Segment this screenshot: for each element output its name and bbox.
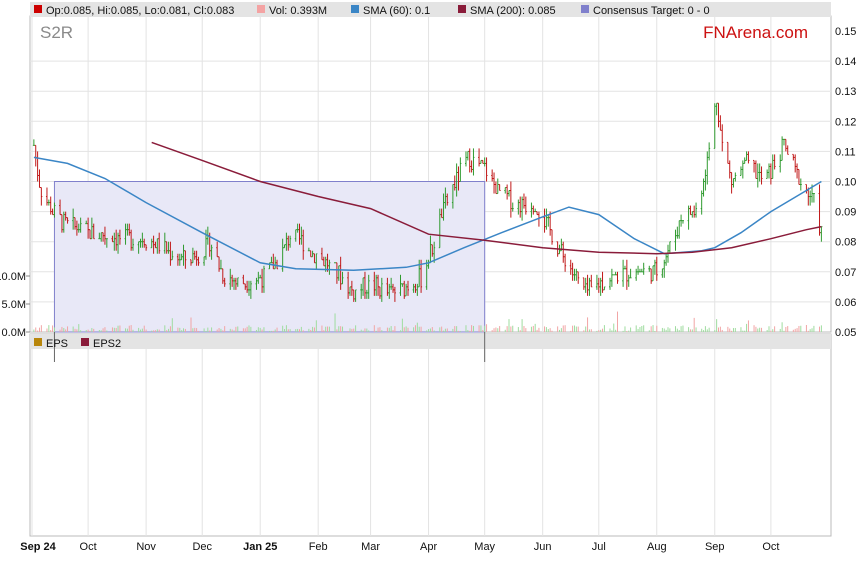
price-tick-label: 0.05 [835, 327, 856, 339]
date-tick-label: Nov [136, 541, 156, 553]
brand-watermark: FNArena.com [703, 23, 808, 42]
legend-volume: Vol: 0.393M [269, 5, 327, 17]
legend-sma60: SMA (60): 0.1 [363, 5, 430, 17]
legend-eps: EPS [46, 338, 68, 350]
date-axis: Sep 24 Oct Nov Dec Jan 25 Feb Mar Apr May Jun Jul A… [20, 541, 779, 553]
legend-swatch-volume [257, 5, 265, 13]
volume-tick-label: 10.0M [0, 271, 26, 283]
legend-swatch-consensus [581, 5, 589, 13]
sma-line [33, 156, 822, 272]
date-tick-label: Dec [192, 541, 212, 553]
legend-ohlc: Op:0.085, Hi:0.085, Lo:0.081, Cl:0.083 [46, 5, 234, 17]
price-tick-label: 0.10 [835, 177, 856, 189]
sma-line [151, 141, 822, 255]
legend-consensus: Consensus Target: 0 - 0 [593, 5, 710, 17]
price-tick-label: 0.06 [835, 297, 856, 309]
price-axis: 0.15 0.14 0.13 0.12 0.11 0.10 0.09 0.08 0.07 0.06… [835, 26, 856, 339]
date-tick-label: Aug [647, 541, 667, 553]
legend-swatch-ohlc [34, 5, 42, 13]
date-tick-label: Apr [420, 541, 437, 553]
consensus-range-area [53, 181, 486, 333]
price-tick-label: 0.07 [835, 267, 856, 279]
legend-sma200: SMA (200): 0.085 [470, 5, 556, 17]
price-tick-label: 0.08 [835, 237, 856, 249]
volume-tick-label: 5.0M [2, 299, 26, 311]
date-tick-label: Mar [361, 541, 380, 553]
price-tick-label: 0.15 [835, 26, 856, 38]
legend-eps2: EPS2 [93, 338, 121, 350]
price-panel-legend-strip [30, 2, 831, 17]
eps-panel [29, 333, 832, 537]
top-legend: Op:0.085, Hi:0.085, Lo:0.081, Cl:0.083 V… [34, 5, 710, 17]
date-tick-label: Jun [534, 541, 552, 553]
price-tick-label: 0.12 [835, 116, 856, 128]
eps-legend: EPS EPS2 [34, 338, 121, 350]
legend-swatch-eps2 [81, 338, 89, 346]
price-tick-label: 0.09 [835, 207, 856, 219]
date-tick-label: Oct [762, 541, 779, 553]
date-tick-label: Feb [309, 541, 328, 553]
price-tick-label: 0.14 [835, 56, 856, 68]
volume-bars [33, 311, 822, 332]
volume-tick-label: 0.0M [2, 327, 26, 339]
volume-axis: 10.0M 5.0M 0.0M [0, 271, 30, 339]
date-tick-label: Jul [592, 541, 606, 553]
ticker-label: S2R [40, 23, 73, 42]
date-tick-label: Sep 24 [20, 541, 56, 553]
price-tick-label: 0.11 [835, 146, 856, 158]
eps-panel-legend-strip [30, 334, 831, 349]
legend-swatch-sma200 [458, 5, 466, 13]
sma-lines [33, 141, 822, 272]
date-tick-label: Oct [80, 541, 97, 553]
date-tick-label: May [474, 541, 495, 553]
date-tick-label: Jan 25 [243, 541, 277, 553]
consensus-target-box [53, 181, 486, 362]
legend-swatch-eps [34, 338, 42, 346]
price-tick-label: 0.13 [835, 86, 856, 98]
price-candles [32, 102, 823, 302]
legend-swatch-sma60 [351, 5, 359, 13]
date-tick-label: Sep [705, 541, 725, 553]
